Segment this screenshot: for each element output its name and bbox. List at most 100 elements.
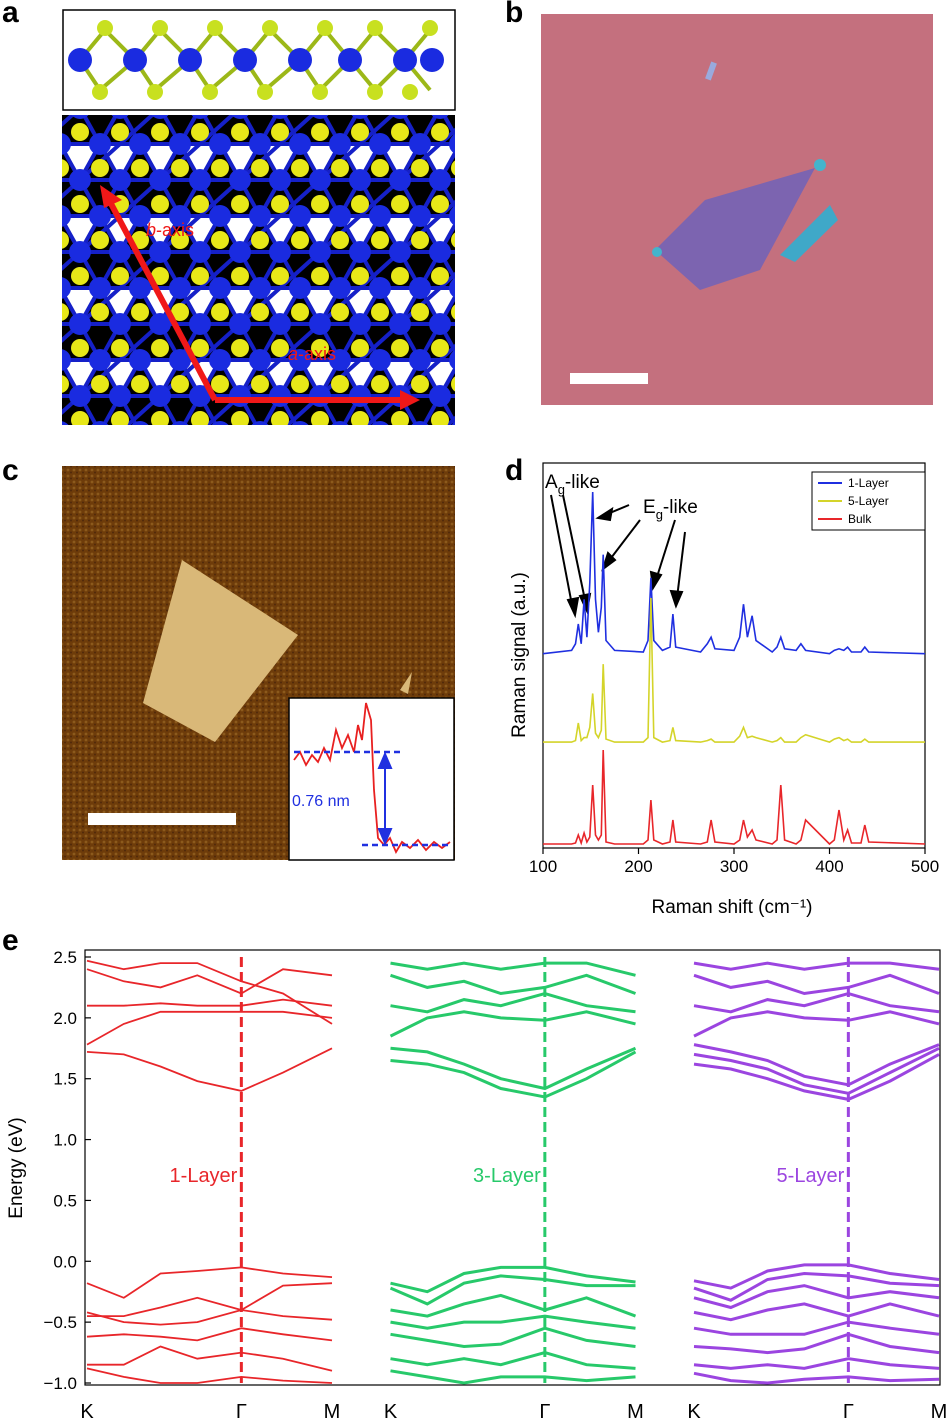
afm-flake	[143, 560, 298, 742]
particle	[652, 247, 662, 257]
band	[693, 1332, 940, 1355]
band	[693, 1302, 940, 1322]
y-tick-label: 1.5	[53, 1070, 77, 1089]
band	[693, 1010, 940, 1038]
band	[389, 1274, 636, 1306]
band	[693, 1357, 940, 1370]
inset-label: 0.76 nm	[292, 793, 350, 810]
band	[390, 1351, 636, 1370]
level-line	[294, 750, 450, 847]
band	[693, 991, 940, 1014]
y-axis-label: Energy (eV)	[6, 1117, 27, 1218]
band	[390, 1050, 637, 1099]
band	[693, 1046, 940, 1095]
annotation: Ag-like	[545, 472, 600, 497]
x-tick-label: 300	[720, 857, 748, 876]
band	[86, 1266, 333, 1299]
band	[86, 959, 333, 1025]
spectrum	[543, 597, 925, 743]
panel-annotation: 1-Layer	[170, 1165, 238, 1187]
band	[390, 1369, 636, 1385]
x-tick-label: K	[80, 1401, 94, 1423]
panel-label: e	[2, 924, 19, 957]
x-tick-label: 400	[815, 857, 843, 876]
panel-annotation: 3-Layer	[473, 1165, 541, 1187]
band	[693, 1320, 940, 1336]
y-tick-label: −1.0	[43, 1374, 77, 1393]
panel-label: a	[2, 0, 19, 29]
band	[86, 968, 333, 995]
band	[390, 1326, 636, 1349]
band	[693, 1053, 940, 1101]
legend-label: 1-Layer	[848, 476, 889, 490]
x-tick-label: K	[384, 1401, 398, 1423]
x-tick-label: 200	[624, 857, 652, 876]
y-tick-label: 1.0	[53, 1131, 77, 1150]
band	[390, 973, 637, 996]
band	[693, 1263, 940, 1290]
y-tick-label: 0.5	[53, 1191, 77, 1210]
x-tick-label: 100	[529, 857, 557, 876]
x-tick-label: 500	[911, 857, 939, 876]
afm-fragment	[400, 672, 412, 694]
particle	[814, 159, 826, 171]
band	[87, 998, 333, 1007]
band	[390, 1314, 636, 1330]
legend-label: Bulk	[848, 512, 872, 526]
band	[390, 1293, 637, 1318]
band	[86, 1010, 333, 1046]
y-tick-label: 0.0	[53, 1252, 77, 1271]
y-tick-label: 2.0	[53, 1009, 77, 1028]
band	[693, 1371, 940, 1385]
band	[390, 991, 636, 1014]
band	[693, 1043, 940, 1087]
x-tick-label: Γ	[539, 1401, 550, 1423]
lattice	[62, 115, 455, 425]
band	[86, 1309, 333, 1326]
y-axis-label: Raman signal (a.u.)	[509, 572, 530, 738]
band	[87, 1345, 333, 1372]
band	[693, 1284, 940, 1310]
axis-arrows	[100, 185, 420, 410]
height-arrow	[377, 751, 393, 846]
panel-label: c	[2, 454, 19, 487]
x-tick-label: K	[687, 1401, 701, 1423]
x-tick-label: Γ	[843, 1401, 854, 1423]
x-tick-label: M	[627, 1401, 644, 1423]
x-tick-label: Γ	[236, 1401, 247, 1423]
b-axis-label: b-axis	[146, 220, 194, 240]
band	[693, 961, 940, 971]
height-profile	[293, 702, 451, 854]
side-view	[68, 20, 444, 100]
panel-label: d	[505, 454, 523, 487]
panel-annotation: 5-Layer	[777, 1165, 845, 1187]
band	[86, 1047, 333, 1092]
band	[390, 1265, 636, 1294]
y-tick-label: 2.5	[53, 948, 77, 967]
scale-bar	[88, 813, 236, 825]
band	[87, 1282, 333, 1317]
scale-bar	[570, 373, 648, 384]
x-tick-label: M	[931, 1401, 946, 1423]
band	[693, 1271, 940, 1302]
x-tick-label: M	[324, 1401, 341, 1423]
band	[389, 1010, 636, 1038]
particle	[705, 61, 717, 81]
band	[390, 1046, 637, 1091]
flake	[780, 205, 838, 262]
band	[693, 973, 940, 996]
legend-label: 5-Layer	[848, 494, 889, 508]
plot-frame	[84, 949, 941, 1386]
x-axis-label: Raman shift (cm⁻¹)	[652, 897, 813, 918]
band	[86, 1327, 333, 1342]
annotation: Eg-like	[643, 497, 698, 522]
y-tick-label: −0.5	[43, 1313, 77, 1332]
a-axis-label: a-axis	[288, 344, 336, 364]
spectrum	[543, 749, 926, 846]
spectrum	[542, 491, 926, 655]
annotation-arrows	[550, 494, 686, 619]
flake	[655, 168, 815, 290]
band	[86, 1367, 333, 1384]
band	[390, 961, 636, 977]
